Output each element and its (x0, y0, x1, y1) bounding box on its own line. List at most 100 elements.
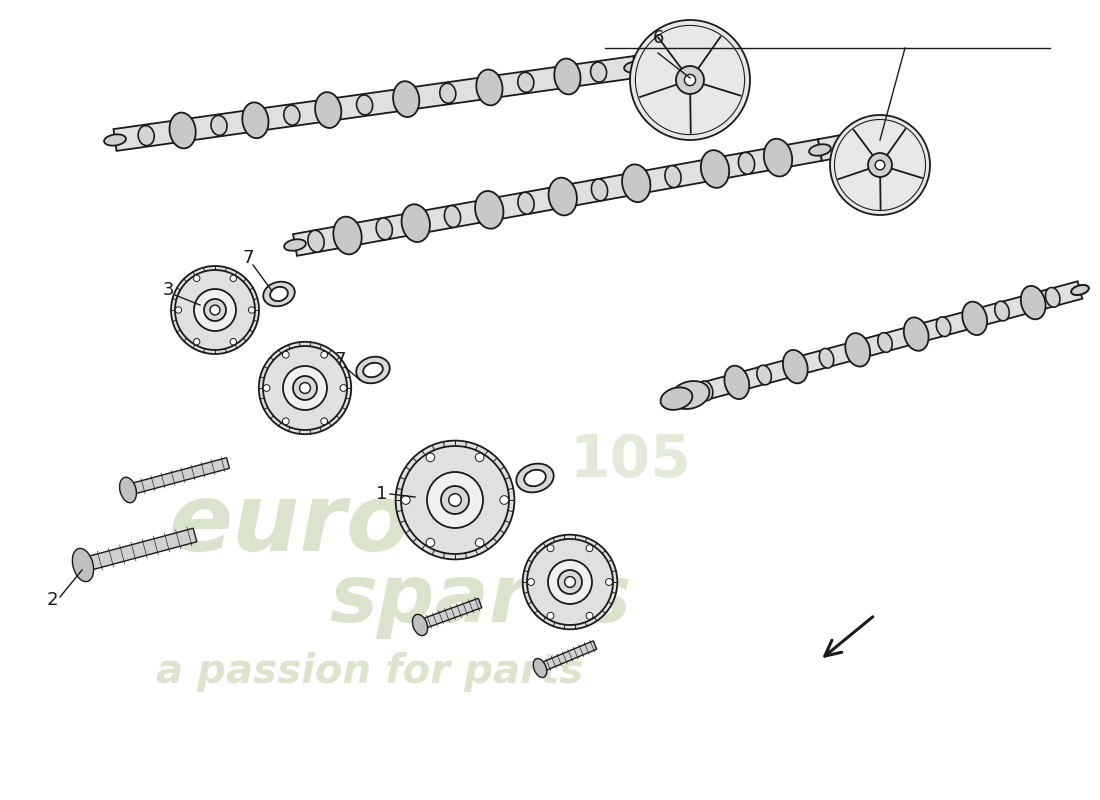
Circle shape (548, 560, 592, 604)
Ellipse shape (242, 102, 268, 138)
Polygon shape (688, 282, 1082, 404)
Polygon shape (418, 598, 482, 630)
Text: spares: spares (329, 561, 631, 639)
Circle shape (564, 577, 575, 587)
Circle shape (402, 496, 410, 504)
Circle shape (475, 453, 484, 462)
Circle shape (676, 66, 704, 94)
Circle shape (426, 538, 434, 547)
Ellipse shape (534, 658, 547, 678)
Ellipse shape (845, 333, 870, 366)
Circle shape (194, 275, 200, 282)
Ellipse shape (591, 62, 606, 82)
Ellipse shape (681, 390, 698, 400)
Ellipse shape (1071, 285, 1089, 295)
Ellipse shape (962, 302, 987, 335)
Ellipse shape (284, 106, 300, 125)
Ellipse shape (904, 318, 928, 351)
Circle shape (263, 385, 270, 391)
Circle shape (586, 612, 593, 619)
Ellipse shape (671, 381, 710, 409)
Circle shape (175, 306, 182, 313)
Circle shape (263, 346, 346, 430)
Text: 1: 1 (376, 485, 387, 503)
Circle shape (293, 376, 317, 400)
Circle shape (522, 534, 617, 630)
Ellipse shape (356, 357, 389, 383)
Circle shape (475, 538, 484, 547)
Ellipse shape (263, 282, 295, 306)
Circle shape (684, 74, 695, 86)
Circle shape (283, 366, 327, 410)
Text: NT: NT (450, 499, 460, 505)
Ellipse shape (725, 366, 749, 399)
Ellipse shape (661, 387, 692, 410)
Circle shape (194, 338, 200, 345)
Ellipse shape (820, 349, 834, 368)
Ellipse shape (271, 287, 288, 301)
Ellipse shape (393, 82, 419, 117)
Ellipse shape (120, 478, 136, 502)
Text: NT: NT (565, 581, 574, 587)
Circle shape (547, 612, 554, 619)
Text: NT: NT (300, 387, 310, 393)
Circle shape (527, 539, 613, 625)
Ellipse shape (994, 301, 1009, 321)
Ellipse shape (444, 206, 461, 227)
Text: 105: 105 (569, 431, 691, 489)
Circle shape (449, 494, 461, 506)
Ellipse shape (549, 178, 576, 215)
Circle shape (528, 578, 535, 586)
Text: NT: NT (210, 309, 220, 315)
Circle shape (230, 338, 236, 345)
Ellipse shape (412, 614, 428, 636)
Circle shape (441, 486, 469, 514)
Ellipse shape (333, 217, 362, 254)
Ellipse shape (738, 152, 755, 174)
Circle shape (249, 306, 255, 313)
Text: 7: 7 (334, 351, 345, 369)
Polygon shape (126, 458, 230, 495)
Circle shape (258, 342, 351, 434)
Ellipse shape (363, 362, 383, 378)
Text: euro: euro (168, 479, 411, 571)
Polygon shape (634, 49, 691, 78)
Circle shape (396, 441, 515, 559)
Ellipse shape (376, 218, 393, 240)
Ellipse shape (211, 115, 227, 135)
Ellipse shape (169, 113, 196, 149)
Circle shape (321, 351, 328, 358)
Ellipse shape (402, 204, 430, 242)
Circle shape (170, 266, 258, 354)
Ellipse shape (284, 239, 306, 250)
Circle shape (283, 351, 289, 358)
Ellipse shape (104, 134, 125, 146)
Ellipse shape (476, 70, 503, 106)
Text: 2: 2 (46, 591, 57, 609)
Circle shape (499, 496, 508, 504)
Ellipse shape (518, 72, 534, 92)
Ellipse shape (783, 350, 807, 383)
Polygon shape (538, 641, 596, 672)
Ellipse shape (356, 95, 373, 115)
Ellipse shape (757, 366, 771, 385)
Ellipse shape (518, 192, 535, 214)
Ellipse shape (624, 62, 646, 73)
Ellipse shape (525, 470, 546, 486)
Circle shape (283, 418, 289, 425)
Ellipse shape (139, 126, 154, 146)
Ellipse shape (308, 230, 324, 252)
Ellipse shape (440, 83, 455, 103)
Circle shape (210, 305, 220, 315)
Ellipse shape (516, 464, 553, 492)
Ellipse shape (1021, 286, 1046, 319)
Circle shape (340, 385, 346, 391)
Ellipse shape (554, 58, 581, 94)
Circle shape (606, 578, 613, 586)
Ellipse shape (936, 317, 950, 337)
Circle shape (630, 20, 750, 140)
Circle shape (427, 472, 483, 528)
Ellipse shape (701, 150, 729, 188)
Polygon shape (818, 130, 871, 161)
Text: 7: 7 (242, 249, 254, 267)
